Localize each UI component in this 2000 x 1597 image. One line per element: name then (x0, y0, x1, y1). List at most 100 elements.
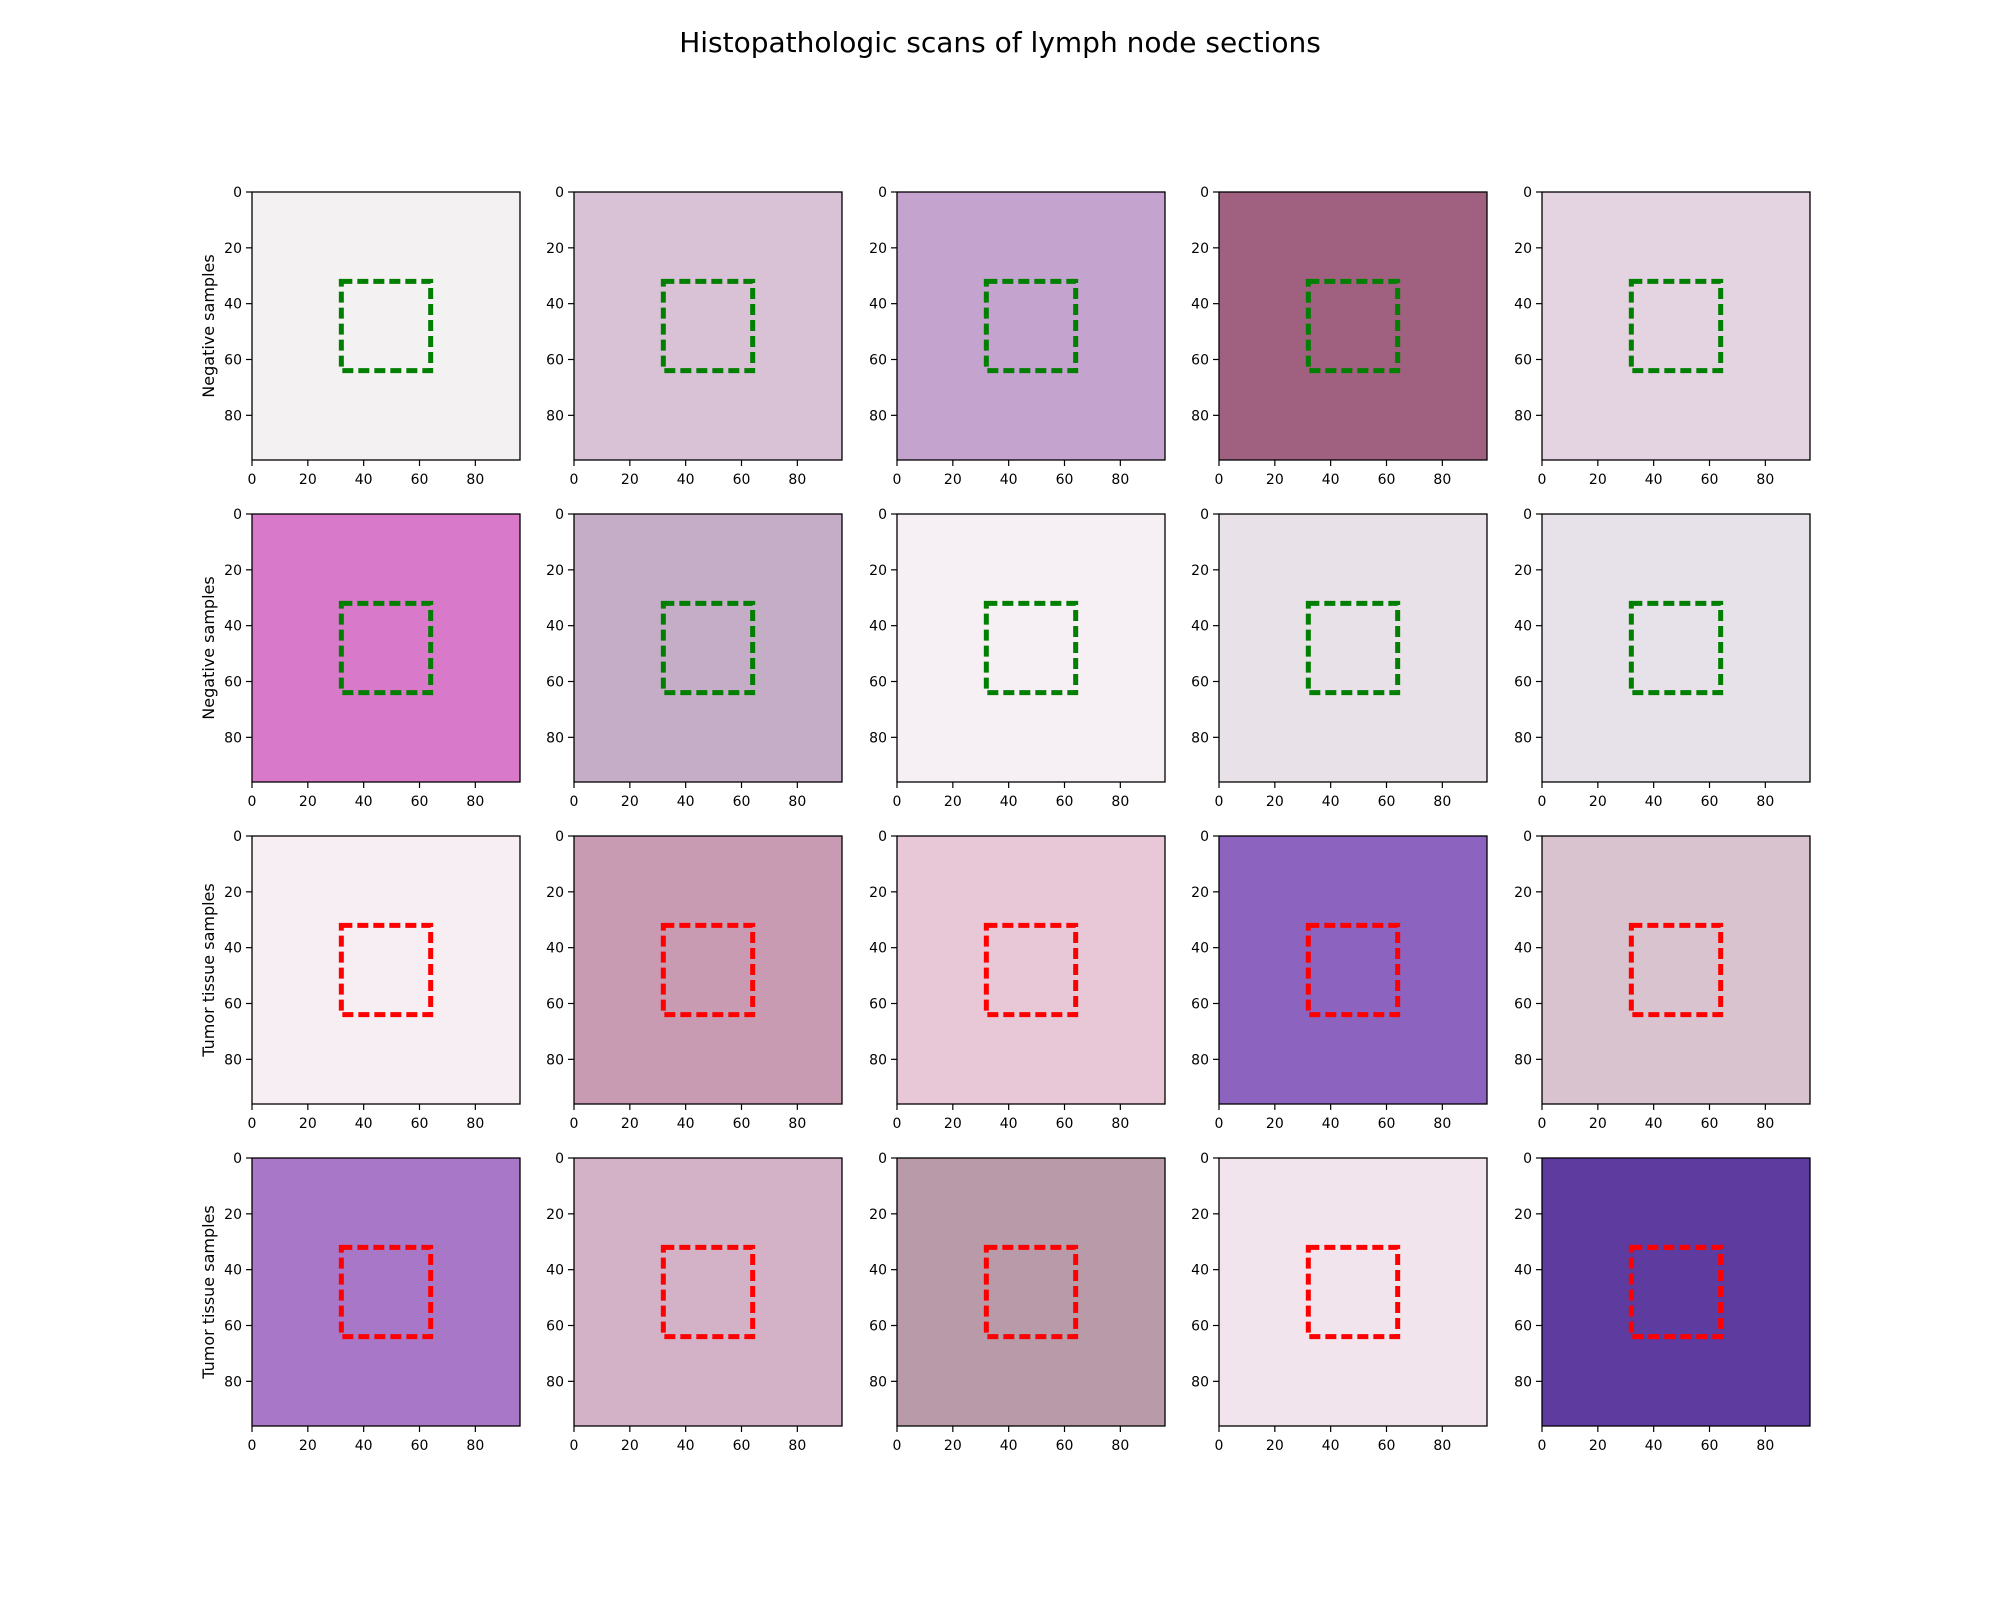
y-tick-label: 20 (546, 1207, 564, 1223)
center-crop-box (338, 278, 434, 374)
y-tick-label: 80 (869, 408, 887, 424)
x-tick-label: 0 (1215, 794, 1224, 810)
y-tick-label: 40 (224, 619, 242, 635)
x-tick-label: 20 (1266, 1438, 1284, 1454)
x-tick-label: 60 (733, 1438, 751, 1454)
x-tick-label: 60 (1701, 1438, 1719, 1454)
y-tick-label: 60 (869, 1319, 887, 1335)
y-tick-label: 60 (546, 997, 564, 1013)
y-tick-label: 80 (869, 730, 887, 746)
y-tick-label: 0 (233, 507, 242, 523)
x-tick-label: 40 (1322, 1116, 1340, 1132)
y-tick-label: 0 (1200, 829, 1209, 845)
x-tick-label: 80 (1433, 472, 1451, 488)
x-tick-label: 80 (1433, 1116, 1451, 1132)
y-tick-label: 80 (546, 1374, 564, 1390)
y-tick-label: 40 (869, 619, 887, 635)
x-tick-label: 20 (621, 1438, 639, 1454)
x-tick-label: 0 (893, 794, 902, 810)
x-tick-label: 40 (1645, 794, 1663, 810)
y-tick-label: 20 (869, 563, 887, 579)
row-label: Tumor tissue samples (199, 1205, 218, 1380)
axes-frame (1541, 1157, 1811, 1427)
x-tick-label: 0 (570, 1116, 579, 1132)
y-tick-label: 40 (1191, 619, 1209, 635)
center-crop-box (660, 1244, 756, 1340)
y-tick-label: 20 (869, 241, 887, 257)
y-tick-label: 80 (1514, 1374, 1532, 1390)
x-tick-label: 60 (411, 1438, 429, 1454)
x-tick-label: 0 (570, 1438, 579, 1454)
y-tick-label: 40 (546, 619, 564, 635)
axes-frame (251, 513, 521, 783)
x-tick-label: 40 (1645, 472, 1663, 488)
x-tick-label: 40 (355, 1116, 373, 1132)
y-tick-label: 20 (1191, 1207, 1209, 1223)
x-tick-label: 40 (1000, 1438, 1018, 1454)
y-tick-label: 0 (1200, 1151, 1209, 1167)
x-tick-label: 40 (1000, 472, 1018, 488)
x-tick-label: 40 (1000, 1116, 1018, 1132)
x-tick-label: 40 (1000, 794, 1018, 810)
y-tick-label: 40 (546, 941, 564, 957)
x-tick-label: 80 (1756, 472, 1774, 488)
x-tick-label: 40 (355, 472, 373, 488)
x-tick-label: 0 (248, 472, 257, 488)
center-crop-box (338, 1244, 434, 1340)
x-tick-label: 60 (411, 794, 429, 810)
y-tick-label: 80 (869, 1374, 887, 1390)
x-tick-label: 80 (1756, 1438, 1774, 1454)
x-tick-label: 20 (621, 1116, 639, 1132)
y-tick-label: 0 (1523, 829, 1532, 845)
x-tick-label: 40 (677, 472, 695, 488)
y-tick-label: 20 (1514, 563, 1532, 579)
x-tick-label: 0 (1538, 794, 1547, 810)
y-tick-label: 80 (546, 730, 564, 746)
y-tick-label: 60 (1191, 675, 1209, 691)
y-tick-label: 20 (546, 885, 564, 901)
center-crop-box (338, 922, 434, 1018)
x-tick-label: 20 (1266, 1116, 1284, 1132)
y-tick-label: 40 (546, 297, 564, 313)
y-tick-label: 0 (1523, 1151, 1532, 1167)
axes-frame (573, 1157, 843, 1427)
axes-frame (1218, 191, 1488, 461)
x-tick-label: 80 (1111, 1116, 1129, 1132)
y-tick-label: 0 (233, 829, 242, 845)
y-tick-label: 0 (1523, 507, 1532, 523)
y-tick-label: 20 (1191, 563, 1209, 579)
axes-frame (1218, 513, 1488, 783)
y-tick-label: 80 (1191, 730, 1209, 746)
x-tick-label: 80 (466, 794, 484, 810)
x-tick-label: 80 (1433, 794, 1451, 810)
x-tick-label: 40 (677, 1438, 695, 1454)
center-crop-box (1305, 600, 1401, 696)
axes-frame (251, 835, 521, 1105)
x-tick-label: 0 (1215, 1438, 1224, 1454)
y-tick-label: 20 (1514, 1207, 1532, 1223)
x-tick-label: 0 (1215, 472, 1224, 488)
x-tick-label: 60 (733, 1116, 751, 1132)
y-tick-label: 40 (1191, 1263, 1209, 1279)
x-tick-label: 20 (944, 1438, 962, 1454)
x-tick-label: 40 (677, 794, 695, 810)
x-tick-label: 40 (355, 1438, 373, 1454)
y-tick-label: 20 (869, 1207, 887, 1223)
y-tick-label: 80 (1191, 408, 1209, 424)
x-tick-label: 60 (1378, 1116, 1396, 1132)
y-tick-label: 80 (546, 408, 564, 424)
y-tick-label: 80 (224, 1374, 242, 1390)
center-crop-box (1628, 278, 1724, 374)
x-tick-label: 40 (355, 794, 373, 810)
x-tick-label: 40 (1322, 472, 1340, 488)
x-tick-label: 0 (1538, 1116, 1547, 1132)
x-tick-label: 0 (1215, 1116, 1224, 1132)
x-tick-label: 20 (299, 1438, 317, 1454)
y-tick-label: 20 (1514, 885, 1532, 901)
x-tick-label: 80 (1756, 794, 1774, 810)
y-tick-label: 40 (1514, 941, 1532, 957)
y-tick-label: 60 (224, 675, 242, 691)
axes-frame (896, 191, 1166, 461)
x-tick-label: 0 (1538, 1438, 1547, 1454)
